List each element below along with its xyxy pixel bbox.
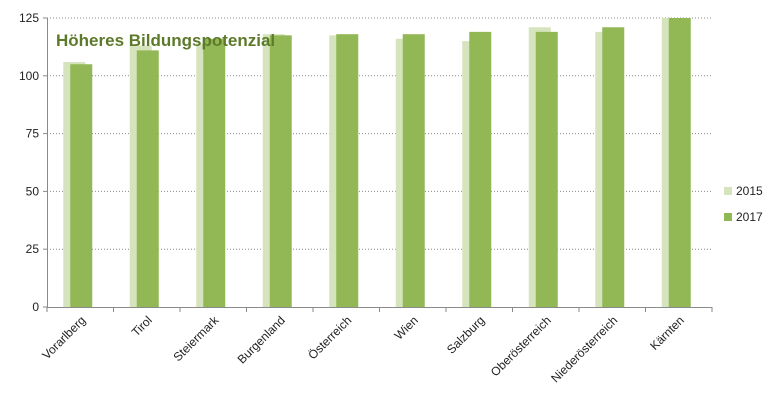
y-tick-label: 125 xyxy=(19,11,39,25)
bar-2017 xyxy=(136,50,159,307)
x-tick-label: Vorarlberg xyxy=(39,313,88,362)
bars xyxy=(63,18,691,308)
x-tick-label: Oberösterreich xyxy=(488,313,554,379)
bar-2017 xyxy=(535,31,558,307)
y-tick-label: 0 xyxy=(32,300,39,314)
x-tick-label: Salzburg xyxy=(444,313,487,356)
bar-2017 xyxy=(269,35,292,308)
legend: 2015 2017 xyxy=(724,184,763,224)
x-tick-label: Österreich xyxy=(305,313,354,362)
x-tick-label: Steiermark xyxy=(170,313,222,365)
chart-title: Höheres Bildungspotenzial xyxy=(56,31,275,50)
legend-swatch xyxy=(724,187,732,195)
legend-label: 2017 xyxy=(736,210,763,224)
y-tick-label: 25 xyxy=(26,242,40,256)
bar-2017 xyxy=(668,18,691,307)
y-tick-label: 50 xyxy=(26,184,40,198)
legend-swatch xyxy=(724,213,732,221)
x-axis-labels: Vorarlberg Tirol Steiermark Burgenland Öster… xyxy=(39,313,687,386)
x-tick-label: Niederösterreich xyxy=(548,313,620,385)
bar-2017 xyxy=(402,34,425,308)
y-tick-label: 75 xyxy=(26,127,40,141)
x-tick-label: Burgenland xyxy=(235,313,288,366)
bar-2017 xyxy=(203,38,226,308)
x-axis xyxy=(46,18,713,312)
bar-2017 xyxy=(469,31,492,307)
bar-2017 xyxy=(336,34,359,308)
x-tick-label: Tirol xyxy=(129,313,155,339)
legend-label: 2015 xyxy=(736,184,763,198)
y-axis: 0 25 50 75 100 125 xyxy=(19,11,47,314)
x-tick-label: Kärnten xyxy=(647,313,687,353)
x-tick-label: Wien xyxy=(392,313,421,342)
bar-2017 xyxy=(70,64,93,308)
bar-2017 xyxy=(602,27,625,308)
y-tick-label: 100 xyxy=(19,69,39,83)
